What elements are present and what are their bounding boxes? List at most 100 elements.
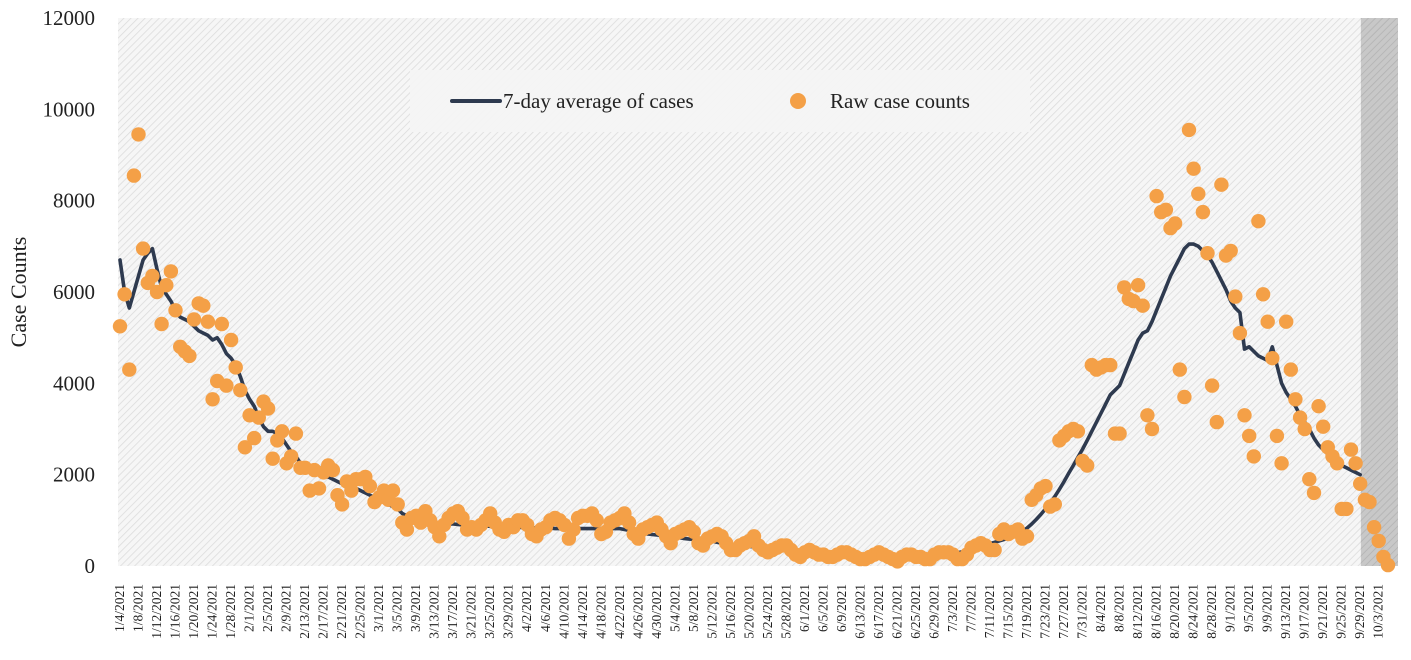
x-tick-label: 3/5/2021 bbox=[390, 584, 405, 632]
x-tick-label: 5/4/2021 bbox=[667, 584, 682, 632]
data-point bbox=[1269, 428, 1285, 444]
x-tick-label: 8/8/2021 bbox=[1112, 584, 1127, 632]
data-point bbox=[1292, 410, 1308, 425]
x-tick-label: 3/21/2021 bbox=[464, 584, 479, 639]
data-point bbox=[1288, 392, 1303, 407]
data-point bbox=[1144, 421, 1160, 437]
data-point bbox=[126, 168, 142, 183]
data-point bbox=[325, 462, 341, 478]
data-point bbox=[1228, 289, 1243, 304]
data-point bbox=[1149, 188, 1164, 204]
data-point bbox=[251, 410, 266, 425]
x-tick-label: 3/1/2021 bbox=[371, 584, 386, 632]
x-tick-label: 3/29/2021 bbox=[501, 584, 516, 639]
x-tick-label: 4/6/2021 bbox=[538, 584, 553, 632]
data-point bbox=[228, 360, 243, 375]
x-tick-label: 2/17/2021 bbox=[316, 584, 331, 639]
data-point bbox=[265, 451, 280, 466]
data-point bbox=[390, 497, 405, 512]
data-point bbox=[1172, 362, 1188, 377]
x-tick-label: 6/5/2021 bbox=[815, 584, 830, 632]
data-point bbox=[1181, 122, 1197, 138]
x-tick-label: 6/17/2021 bbox=[871, 584, 886, 639]
data-point bbox=[1311, 399, 1326, 414]
data-point bbox=[1177, 389, 1192, 405]
data-point bbox=[1204, 378, 1220, 393]
data-point bbox=[1380, 557, 1396, 573]
data-point bbox=[1019, 529, 1035, 544]
x-axis-ticks: 1/4/2021 1/8/2021 1/12/2021 1/16/2021 1/20/2… bbox=[112, 584, 1386, 639]
x-tick-label: 2/5/2021 bbox=[260, 584, 275, 632]
x-tick-label: 1/8/2021 bbox=[131, 584, 146, 632]
data-point bbox=[1195, 204, 1211, 220]
data-point bbox=[1316, 419, 1331, 434]
data-point bbox=[1302, 472, 1317, 487]
x-tick-label: 6/9/2021 bbox=[834, 584, 849, 632]
data-point bbox=[1371, 533, 1386, 549]
x-tick-label: 4/30/2021 bbox=[649, 584, 664, 639]
data-point bbox=[1232, 325, 1248, 341]
y-axis-ticks: 0 2000 4000 6000 8000 10000 12000 bbox=[43, 6, 96, 578]
x-tick-label: 6/25/2021 bbox=[908, 584, 923, 639]
x-tick-label: 7/19/2021 bbox=[1019, 584, 1034, 639]
x-tick-label: 3/9/2021 bbox=[408, 584, 423, 632]
y-tick-label: 4000 bbox=[53, 371, 95, 395]
x-tick-label: 8/16/2021 bbox=[1149, 584, 1164, 639]
data-point bbox=[237, 440, 253, 455]
data-point bbox=[344, 483, 359, 498]
data-point bbox=[987, 542, 1002, 558]
x-tick-label: 2/13/2021 bbox=[297, 584, 312, 639]
legend-dot-swatch bbox=[790, 93, 806, 109]
data-point bbox=[1117, 280, 1132, 295]
x-tick-label: 9/5/2021 bbox=[1241, 584, 1256, 632]
x-tick-label: 9/29/2021 bbox=[1352, 584, 1367, 639]
data-point bbox=[455, 510, 470, 526]
data-point bbox=[1158, 202, 1174, 217]
data-point bbox=[1348, 456, 1363, 471]
data-point bbox=[362, 478, 378, 494]
data-point bbox=[1223, 243, 1238, 259]
data-point bbox=[1366, 520, 1382, 535]
x-tick-label: 8/12/2021 bbox=[1130, 584, 1145, 639]
legend: 7-day average of cases Raw case counts bbox=[410, 70, 1030, 132]
x-tick-label: 6/21/2021 bbox=[889, 584, 904, 639]
x-tick-label: 9/25/2021 bbox=[1334, 584, 1349, 639]
data-point bbox=[135, 241, 151, 256]
x-tick-label: 4/14/2021 bbox=[575, 584, 590, 639]
data-point bbox=[1329, 456, 1345, 471]
data-point bbox=[214, 316, 229, 332]
data-point bbox=[168, 303, 183, 318]
data-point bbox=[274, 424, 290, 439]
x-tick-label: 2/21/2021 bbox=[334, 584, 349, 639]
data-point bbox=[1306, 485, 1322, 501]
data-point bbox=[1246, 449, 1262, 464]
scatter-series bbox=[112, 122, 1396, 573]
x-tick-label: 5/24/2021 bbox=[760, 584, 775, 639]
data-point bbox=[1255, 287, 1271, 302]
data-point bbox=[1103, 357, 1118, 373]
x-tick-label: 3/13/2021 bbox=[427, 584, 442, 639]
data-point bbox=[1080, 458, 1095, 473]
x-tick-label: 6/1/2021 bbox=[797, 584, 812, 632]
data-point bbox=[311, 481, 327, 496]
data-point bbox=[589, 513, 604, 528]
x-tick-label: 3/25/2021 bbox=[482, 584, 497, 639]
data-point bbox=[1237, 408, 1252, 423]
data-point bbox=[112, 319, 128, 334]
data-point bbox=[621, 515, 637, 530]
x-tick-label: 1/4/2021 bbox=[112, 584, 127, 632]
data-point bbox=[219, 378, 234, 393]
x-tick-label: 1/28/2021 bbox=[223, 584, 238, 639]
x-tick-label: 1/20/2021 bbox=[186, 584, 201, 639]
x-tick-label: 6/29/2021 bbox=[926, 584, 941, 639]
data-point bbox=[1279, 314, 1294, 329]
data-point bbox=[385, 483, 401, 498]
legend-line-label: 7-day average of cases bbox=[503, 89, 694, 113]
x-tick-label: 4/18/2021 bbox=[593, 584, 608, 639]
x-tick-label: 7/31/2021 bbox=[1075, 584, 1090, 639]
data-point bbox=[432, 529, 447, 544]
x-tick-label: 9/21/2021 bbox=[1315, 584, 1330, 639]
data-point bbox=[1140, 408, 1155, 423]
x-tick-label: 7/3/2021 bbox=[945, 584, 960, 632]
